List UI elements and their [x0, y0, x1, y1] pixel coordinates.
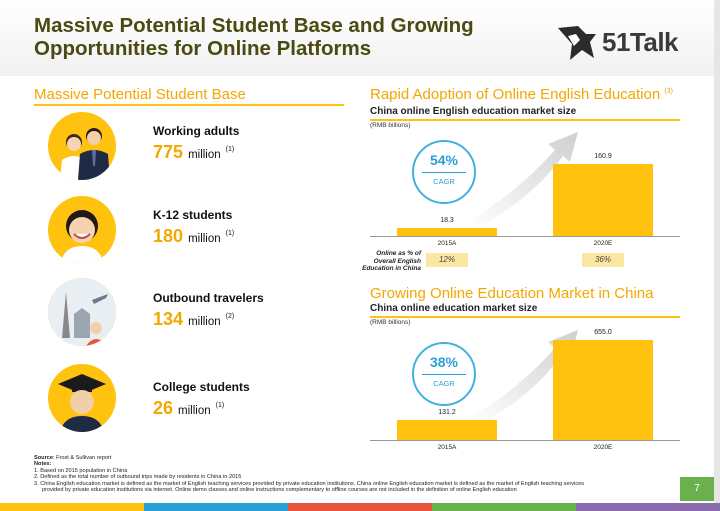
chart1-heading-text: Rapid Adoption of Online English Educati… — [370, 86, 661, 103]
college-students-value: 26 million (1) — [153, 398, 224, 419]
chart2-heading: Growing Online Education Market in China — [370, 285, 654, 302]
notes-label-line: Notes: — [34, 461, 52, 468]
working-adults-number: 775 — [153, 142, 184, 162]
strip-red — [288, 503, 432, 511]
left-section-heading: Massive Potential Student Base — [34, 86, 246, 103]
college-students-unit: million — [178, 405, 211, 417]
source-label: Source — [34, 455, 53, 461]
bottom-color-strip — [0, 503, 720, 511]
working-adults-note: (1) — [225, 146, 235, 153]
travel-landmarks-icon — [48, 278, 116, 346]
strip-purple — [576, 503, 720, 511]
chart2-rule — [370, 316, 680, 318]
chart1-heading-note: (3) — [664, 88, 673, 95]
working-adults-value: 775 million (1) — [153, 142, 234, 163]
working-adults-label: Working adults — [153, 124, 240, 138]
k12-students-value: 180 million (1) — [153, 226, 234, 247]
strip-green — [432, 503, 576, 511]
online-share-caption-line1: Online as % of — [376, 250, 421, 257]
k12-students-unit: million — [188, 233, 221, 245]
chart1-heading: Rapid Adoption of Online English Educati… — [370, 86, 673, 103]
note-2: 2. Defined as the total number of outbou… — [34, 474, 242, 481]
outbound-travelers-value: 134 million (2) — [153, 309, 234, 330]
graduate-icon — [58, 374, 106, 432]
chart2-bar-2015A — [397, 419, 497, 440]
k12-student-icon — [60, 210, 104, 264]
k12-students-number: 180 — [153, 226, 184, 246]
strip-yellow — [0, 503, 144, 511]
logo-icon — [558, 26, 596, 60]
chart1-units: (RMB billions) — [370, 122, 411, 129]
online-share-caption-line2: Overall English — [373, 257, 421, 265]
chart1-x-label-2020E: 2020E — [593, 240, 613, 247]
source-line: Source: Frost & Sullivan report — [34, 455, 674, 461]
chart1-growth-arrow — [470, 132, 578, 226]
online-share-2020: 36% — [582, 253, 624, 267]
outbound-travelers-label: Outbound travelers — [153, 291, 264, 305]
right-strip — [714, 0, 720, 511]
outbound-travelers-number: 134 — [153, 309, 184, 329]
k12-students-note: (1) — [225, 230, 235, 237]
chart2-value-label-2015A: 131.2 — [438, 408, 456, 416]
chart1-subtitle: China online English education market si… — [370, 106, 577, 117]
chart1-cagr-badge: 54% CAGR — [412, 140, 476, 204]
chart2-value-label-2020E: 655.0 — [594, 329, 612, 336]
chart2-cagr-badge: 38% CAGR — [412, 342, 476, 406]
chart2-subtitle: China online education market size — [370, 303, 538, 314]
chart1-x-axis — [370, 236, 680, 237]
chart1-cagr-label: CAGR — [433, 177, 455, 186]
online-share-caption: Online as % of Overall English Education… — [343, 250, 421, 273]
strip-blue — [144, 503, 288, 511]
chart2-units: (RMB billions) — [370, 319, 411, 326]
chart1-x-label-2015A: 2015A — [437, 240, 457, 247]
left-heading-rule — [34, 104, 344, 106]
slide-title: Massive Potential Student Base and Growi… — [34, 14, 474, 60]
outbound-travelers-unit: million — [188, 316, 221, 328]
chart1-value-label-2015A: 18.3 — [440, 216, 454, 224]
college-students-note: (1) — [215, 402, 225, 409]
chart1-value-label-2020E: 160.9 — [594, 153, 612, 160]
chart2-cagr-label: CAGR — [433, 379, 455, 388]
page-number: 7 — [680, 477, 714, 501]
online-share-2015: 12% — [426, 253, 468, 267]
chart1-rule — [370, 119, 680, 121]
outbound-travelers-photo — [48, 278, 116, 346]
working-adults-photo — [48, 112, 116, 180]
chart2-cagr-divider — [422, 374, 466, 375]
working-adults-icon — [60, 128, 110, 180]
chart1-cagr-divider — [422, 172, 466, 173]
notes-label: Notes — [34, 461, 50, 468]
chart2-bar-2020E — [553, 340, 653, 440]
chart2-growth-arrow — [470, 330, 578, 424]
chart2-x-axis — [370, 440, 680, 441]
chart2-x-label-2020E: 2020E — [593, 444, 613, 451]
working-adults-unit: million — [188, 149, 221, 161]
note-1: 1. Based on 2015 population in China — [34, 467, 128, 474]
online-share-caption-line3: Education in China — [362, 265, 421, 272]
college-students-photo — [48, 364, 116, 432]
slide-header — [0, 0, 720, 76]
logo-text: 51Talk — [602, 27, 679, 57]
source-text: : Frost & Sullivan report — [52, 455, 112, 461]
note-3-continued: provided by private education institutio… — [42, 487, 517, 494]
chart2-x-label-2015A: 2015A — [437, 444, 457, 451]
chart1-bar-2015A — [397, 227, 497, 236]
college-students-number: 26 — [153, 398, 174, 418]
footnotes: Source: Frost & Sullivan report Notes: 1… — [34, 455, 674, 493]
chart1-cagr-value: 54% — [429, 152, 459, 168]
note-3: 3. China English education market is def… — [34, 480, 585, 487]
college-students-label: College students — [153, 380, 250, 394]
outbound-travelers-note: (2) — [225, 313, 235, 320]
k12-students-label: K-12 students — [153, 208, 233, 222]
chart2-cagr-value: 38% — [429, 354, 459, 370]
k12-students-photo — [48, 196, 116, 264]
chart1-bar-2020E — [553, 164, 653, 236]
